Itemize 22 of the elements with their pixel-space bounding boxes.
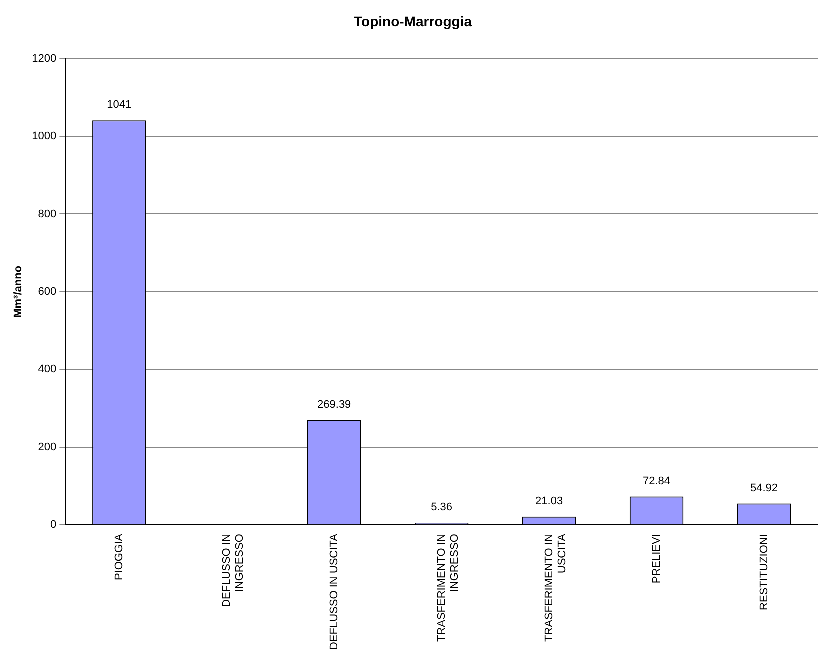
- x-tick-label: DEFLUSSO IN INGRESSO: [220, 534, 246, 608]
- x-tick-label: TRASFERIMENTO IN INGRESSO: [436, 534, 462, 642]
- y-tick-label: 0: [50, 519, 57, 532]
- data-label: 21.03: [536, 495, 564, 508]
- data-label: 1041: [107, 99, 132, 112]
- chart-title: Topino-Marroggia: [354, 13, 472, 30]
- x-tick-label: TRASFERIMENTO IN USCITA: [543, 533, 569, 642]
- y-tick-label: 200: [38, 441, 57, 454]
- x-tick-label: PRELIEVI: [650, 534, 663, 584]
- x-tick-label: RESTITUZIONI: [758, 534, 770, 610]
- x-tick-label: PIOGGIA: [113, 533, 126, 581]
- y-tick-label: 400: [38, 364, 57, 376]
- data-label: 72.84: [643, 475, 671, 488]
- data-label: 269.39: [318, 398, 352, 411]
- y-tick-label: 1000: [32, 130, 57, 143]
- x-tick-label: DEFLUSSO IN USCITA: [328, 533, 340, 650]
- y-tick-label: 1200: [32, 52, 57, 65]
- y-tick-label: 600: [38, 286, 57, 298]
- data-label: 54.92: [750, 482, 778, 494]
- y-axis-title: Mm³/anno: [12, 266, 25, 318]
- y-tick-label: 800: [38, 208, 57, 220]
- data-label: 5.36: [431, 502, 453, 514]
